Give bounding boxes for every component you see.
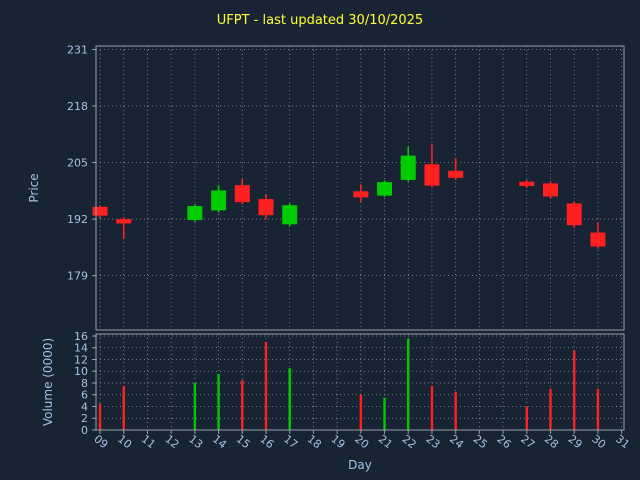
x-tick-label: 21 — [376, 432, 395, 451]
x-tick-label: 28 — [542, 432, 561, 451]
x-tick-label: 09 — [91, 432, 110, 451]
x-tick-label: 27 — [518, 432, 537, 451]
x-tick-label: 19 — [329, 432, 348, 451]
x-tick-label: 25 — [471, 432, 490, 451]
candle-body-day-20 — [353, 191, 369, 198]
x-tick-label: 24 — [447, 432, 466, 451]
price-tick-label: 179 — [67, 270, 88, 283]
x-tick-label: 13 — [186, 432, 205, 451]
candle-body-day-16 — [258, 199, 274, 216]
price-tick-label: 218 — [67, 100, 88, 113]
x-tick-label: 10 — [115, 432, 134, 451]
x-tick-label: 22 — [400, 432, 419, 451]
candle-body-day-15 — [234, 185, 250, 203]
volume-tick-label: 14 — [74, 342, 88, 355]
volume-panel-border — [95, 333, 625, 431]
volume-tick-label: 8 — [81, 377, 88, 390]
x-tick-label: 31 — [613, 432, 632, 451]
x-tick-label: 18 — [305, 432, 324, 451]
candle-body-day-10 — [116, 219, 132, 224]
candle-body-day-21 — [377, 182, 393, 196]
candle-body-day-24 — [448, 170, 464, 178]
candle-body-day-17 — [282, 205, 298, 225]
x-tick-label: 20 — [352, 432, 371, 451]
candle-body-day-14 — [211, 190, 227, 211]
x-tick-label: 23 — [423, 432, 442, 451]
price-tick-label: 205 — [67, 157, 88, 170]
day-axis-label: Day — [348, 458, 372, 472]
volume-axis-label: Volume (0000) — [41, 337, 55, 427]
x-tick-label: 17 — [281, 432, 300, 451]
candle-body-day-30 — [590, 232, 606, 247]
x-tick-label: 16 — [257, 432, 276, 451]
candle-body-day-28 — [543, 183, 559, 197]
candle-body-day-9 — [92, 206, 108, 216]
volume-tick-label: 12 — [74, 353, 88, 366]
price-panel-border — [95, 45, 625, 331]
x-tick-label: 15 — [234, 432, 253, 451]
x-tick-label: 14 — [210, 432, 229, 451]
x-tick-label: 26 — [494, 432, 513, 451]
volume-tick-label: 2 — [81, 412, 88, 425]
chart-title: UFPT - last updated 30/10/2025 — [216, 13, 424, 28]
x-tick-label: 29 — [566, 432, 585, 451]
volume-tick-label: 0 — [81, 424, 88, 437]
candle-body-day-22 — [400, 155, 416, 180]
candle-body-day-27 — [519, 181, 535, 187]
candle-body-day-13 — [187, 206, 203, 220]
candle-body-day-23 — [424, 164, 440, 186]
volume-tick-label: 4 — [81, 400, 88, 413]
volume-tick-label: 10 — [74, 365, 88, 378]
price-tick-label: 231 — [67, 43, 88, 56]
x-tick-label: 11 — [139, 432, 158, 451]
volume-tick-label: 6 — [81, 389, 88, 402]
x-tick-label: 30 — [589, 432, 608, 451]
candle-body-day-29 — [566, 203, 582, 226]
price-axis-label: Price — [27, 173, 41, 203]
price-tick-label: 192 — [67, 213, 88, 226]
x-tick-label: 12 — [163, 432, 182, 451]
volume-tick-label: 16 — [74, 330, 88, 343]
